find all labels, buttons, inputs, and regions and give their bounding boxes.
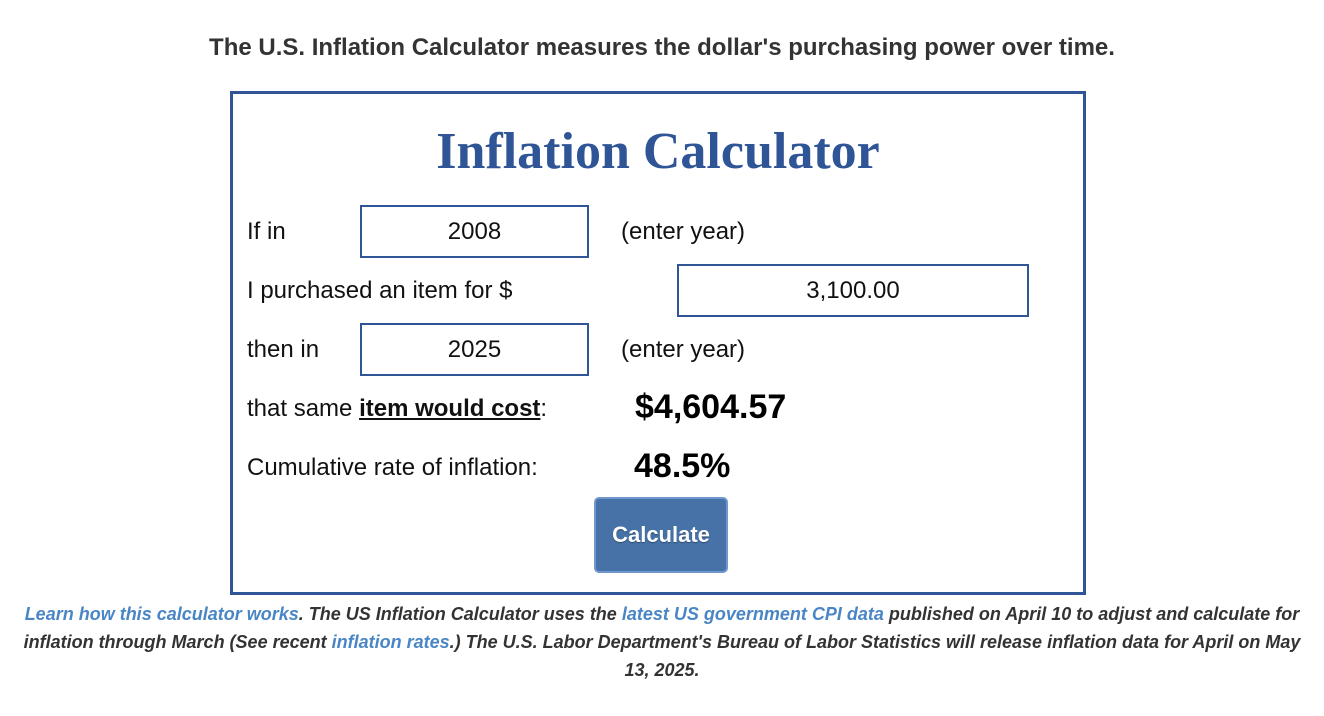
item-would-cost-link[interactable]: item would cost xyxy=(359,395,541,422)
calculator-info-link[interactable]: Learn how this calculator works xyxy=(24,604,299,624)
purchase-amount-label: I purchased an item for $ xyxy=(247,277,513,304)
end-year-input[interactable] xyxy=(360,323,589,376)
footnote-text-3: .) The U.S. Labor Department's Bureau of… xyxy=(449,632,1301,680)
item-cost-result: $4,604.57 xyxy=(635,388,787,426)
purchase-amount-input[interactable] xyxy=(677,264,1029,317)
item-cost-label-suffix: : xyxy=(540,395,548,422)
item-cost-label-prefix: that same xyxy=(247,395,360,422)
inflation-calculator-panel: Inflation Calculator If in (enter year) … xyxy=(230,91,1086,595)
start-year-hint: (enter year) xyxy=(621,218,746,245)
inflation-rates-link[interactable]: inflation rates xyxy=(331,632,450,652)
cumulative-inflation-label: Cumulative rate of inflation: xyxy=(247,454,538,481)
calculate-button[interactable]: Calculate xyxy=(594,497,728,573)
footnote-text-1: . The US Inflation Calculator uses the xyxy=(298,604,622,624)
page-tagline: The U.S. Inflation Calculator measures t… xyxy=(209,34,1115,61)
footnote: Learn how this calculator works. The US … xyxy=(20,600,1304,684)
footnote-text-2: published on April 10 to adjust and calc… xyxy=(23,604,1300,652)
end-year-label: then in xyxy=(247,336,320,363)
end-year-hint: (enter year) xyxy=(621,336,746,363)
start-year-label: If in xyxy=(247,218,286,245)
start-year-input[interactable] xyxy=(360,205,589,258)
cumulative-inflation-result: 48.5% xyxy=(634,447,731,485)
calculator-title: Inflation Calculator xyxy=(436,123,880,180)
item-cost-label: that same item would cost: xyxy=(247,395,547,423)
cpi-data-link[interactable]: latest US government CPI data xyxy=(621,604,884,624)
